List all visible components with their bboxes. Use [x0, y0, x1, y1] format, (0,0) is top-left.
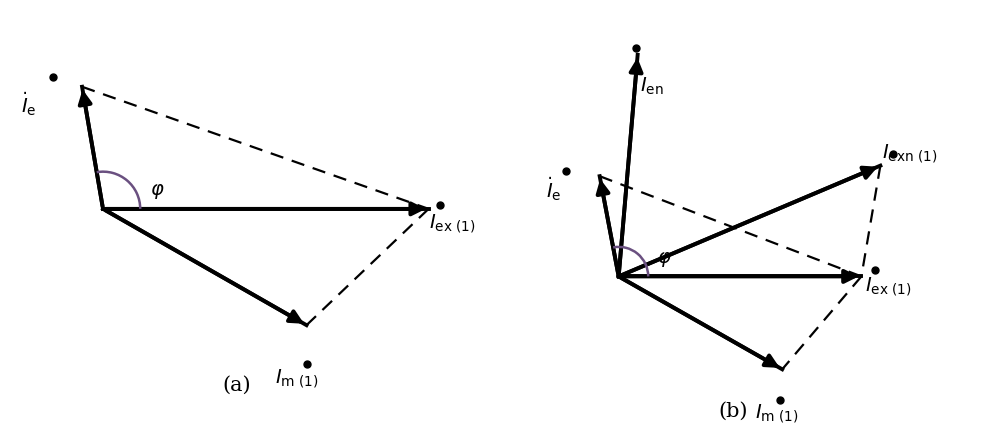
Text: $\varphi$: $\varphi$ [150, 182, 164, 201]
Text: $I_{\rm m\ (1)}$: $I_{\rm m\ (1)}$ [275, 368, 319, 390]
Text: $\dot{I}_{\rm e}$: $\dot{I}_{\rm e}$ [546, 175, 562, 203]
Text: (a): (a) [222, 376, 251, 395]
Text: $I_{\rm exn\ (1)}$: $I_{\rm exn\ (1)}$ [882, 142, 938, 164]
Text: $\dot{I}_{\rm e}$: $\dot{I}_{\rm e}$ [21, 90, 37, 118]
Text: $\varphi$: $\varphi$ [657, 250, 671, 269]
Text: $I_{\rm m\ (1)}$: $I_{\rm m\ (1)}$ [755, 403, 799, 425]
Text: $I_{\rm ex\ (1)}$: $I_{\rm ex\ (1)}$ [865, 276, 911, 298]
Text: $I_{\rm en}$: $I_{\rm en}$ [640, 76, 663, 97]
Text: $I_{\rm ex\ (1)}$: $I_{\rm ex\ (1)}$ [429, 213, 475, 235]
Text: (b): (b) [718, 402, 747, 421]
